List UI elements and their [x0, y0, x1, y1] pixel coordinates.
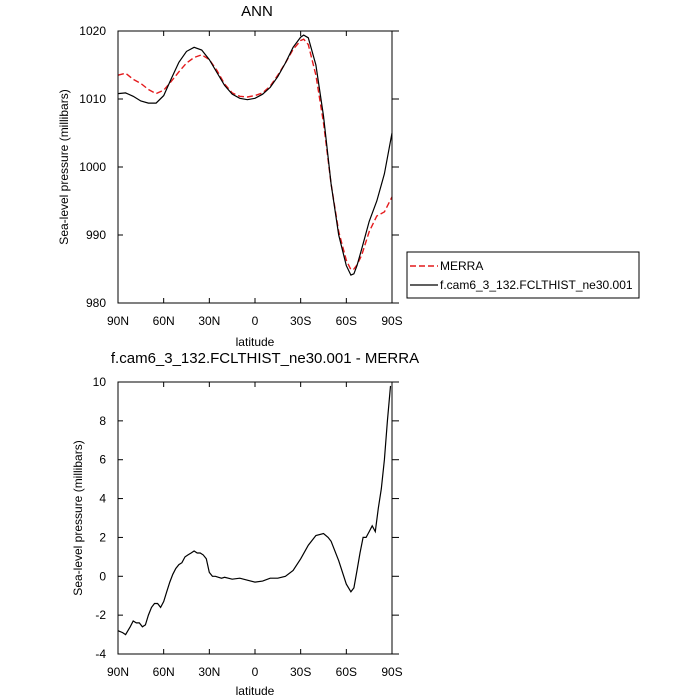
top-y-tick-label: 1020: [79, 24, 106, 38]
bottom-y-ticks: -4 -2 0 2 4 6 8 10: [93, 375, 399, 661]
top-x-tick-label: 60S: [336, 314, 357, 328]
legend-label-model: f.cam6_3_132.FCLTHIST_ne30.001: [440, 278, 633, 292]
bottom-x-tick-label: 30N: [198, 665, 220, 679]
top-plot-lines: [117, 34, 393, 276]
bottom-x-ticks: 90N 60N 30N 0 30S 60S 90S: [107, 382, 403, 679]
bottom-y-tick-label: 0: [99, 569, 106, 583]
top-y-ticks: 980 990 1000 1010 1020: [79, 24, 399, 310]
top-x-tick-label: 30N: [198, 314, 220, 328]
top-x-axis-label: latitude: [236, 335, 275, 349]
legend-box: [406, 251, 640, 299]
bottom-y-tick-label: -4: [95, 647, 106, 661]
bottom-x-axis-label: latitude: [236, 684, 275, 698]
top-series-line-0: [117, 38, 393, 271]
bottom-y-tick-label: 2: [99, 530, 106, 544]
top-y-tick-label: 1000: [79, 160, 106, 174]
top-x-tick-label: 0: [252, 314, 259, 328]
bottom-x-tick-label: 0: [252, 665, 259, 679]
legend: MERRA f.cam6_3_132.FCLTHIST_ne30.001: [406, 251, 640, 299]
top-y-tick-label: 980: [86, 296, 106, 310]
bottom-y-tick-label: 6: [99, 453, 106, 467]
bottom-series-line-0: [117, 385, 392, 636]
bottom-x-tick-label: 60S: [336, 665, 357, 679]
top-y-tick-label: 1010: [79, 92, 106, 106]
top-series-line-1: [117, 34, 393, 276]
legend-label-merra: MERRA: [440, 259, 483, 273]
bottom-y-axis-label: Sea-level pressure (millibars): [71, 440, 85, 595]
top-y-tick-label: 990: [86, 228, 106, 242]
top-x-tick-label: 90N: [107, 314, 129, 328]
bottom-panel: f.cam6_3_132.FCLTHIST_ne30.001 - MERRA 9…: [71, 350, 419, 698]
top-x-tick-label: 60N: [153, 314, 175, 328]
bottom-y-tick-label: 8: [99, 414, 106, 428]
bottom-y-tick-label: 4: [99, 492, 106, 506]
bottom-chart-title: f.cam6_3_132.FCLTHIST_ne30.001 - MERRA: [111, 350, 419, 367]
top-x-tick-label: 90S: [381, 314, 402, 328]
bottom-y-tick-label: 10: [93, 375, 107, 389]
bottom-plot-frame: [117, 381, 393, 655]
bottom-x-tick-label: 90S: [381, 665, 402, 679]
top-chart-title: ANN: [241, 3, 273, 20]
top-plot-frame: [117, 30, 393, 304]
bottom-x-tick-label: 30S: [290, 665, 311, 679]
top-panel: ANN 90N 60N 30N 0 30S 60S 90S 980 990 1000 1010 10…: [57, 3, 640, 349]
top-x-tick-label: 30S: [290, 314, 311, 328]
bottom-x-tick-label: 60N: [153, 665, 175, 679]
bottom-y-tick-label: -2: [95, 608, 106, 622]
top-x-ticks: 90N 60N 30N 0 30S 60S 90S: [107, 31, 403, 328]
bottom-x-tick-label: 90N: [107, 665, 129, 679]
bottom-plot-lines: [117, 385, 392, 636]
top-y-axis-label: Sea-level pressure (millibars): [57, 89, 71, 244]
